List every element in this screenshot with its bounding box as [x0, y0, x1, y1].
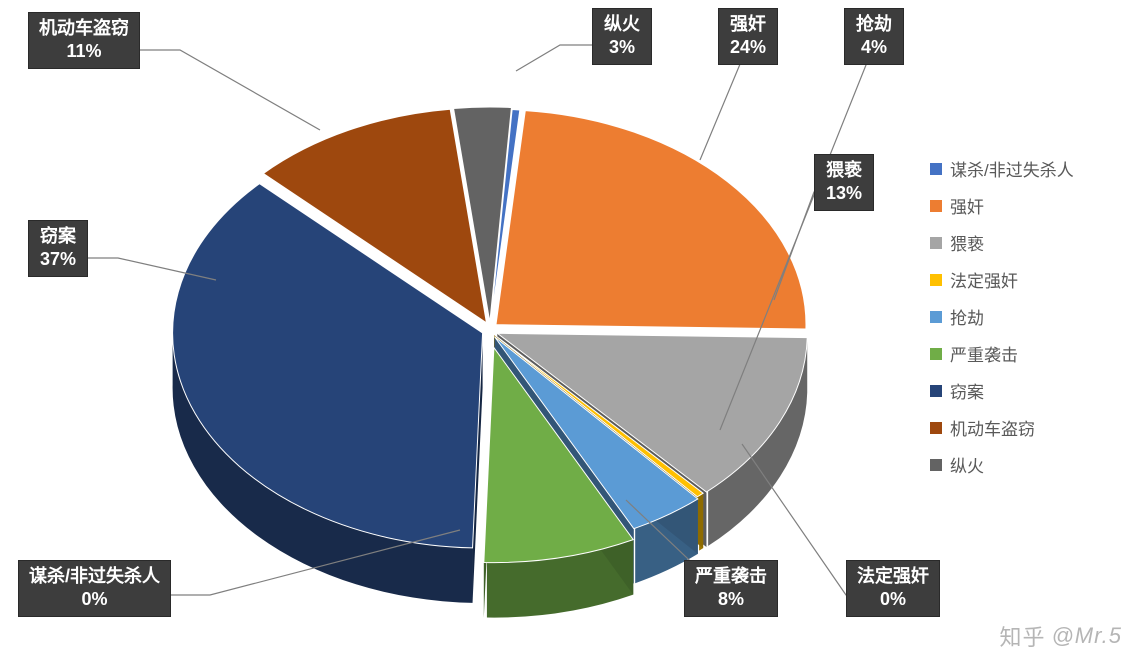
callout-vehicle: 机动车盗窃11% [28, 12, 140, 69]
legend-swatch [930, 237, 942, 249]
callout-rape: 强奸24% [718, 8, 778, 65]
legend-item: 严重袭击 [930, 341, 1074, 366]
callout-label: 猥亵 [825, 159, 863, 182]
legend-item: 纵火 [930, 452, 1074, 477]
legend-label: 法定强奸 [950, 267, 1018, 292]
legend-swatch [930, 311, 942, 323]
watermark: 知乎 @Mr.5 [999, 620, 1122, 652]
legend-item: 强奸 [930, 193, 1074, 218]
watermark-zh: 知乎 [999, 620, 1045, 652]
legend-item: 抢劫 [930, 304, 1074, 329]
legend-label: 谋杀/非过失杀人 [950, 156, 1074, 181]
callout-percent: 24% [729, 36, 767, 59]
callout-murder: 谋杀/非过失杀人0% [18, 560, 171, 617]
legend-label: 机动车盗窃 [950, 415, 1035, 440]
callout-assault: 严重袭击8% [684, 560, 778, 617]
legend-label: 猥亵 [950, 230, 984, 255]
callout-percent: 11% [39, 40, 129, 63]
chart-stage: 纵火3%强奸24%抢劫4%猥亵13%法定强奸0%严重袭击8%谋杀/非过失杀人0%… [0, 0, 1140, 666]
legend-item: 谋杀/非过失杀人 [930, 156, 1074, 181]
legend-item: 窃案 [930, 378, 1074, 403]
callout-percent: 8% [695, 588, 767, 611]
legend: 谋杀/非过失杀人强奸猥亵法定强奸抢劫严重袭击窃案机动车盗窃纵火 [930, 156, 1074, 489]
legend-item: 法定强奸 [930, 267, 1074, 292]
callout-label: 谋杀/非过失杀人 [29, 565, 160, 588]
legend-item: 猥亵 [930, 230, 1074, 255]
legend-item: 机动车盗窃 [930, 415, 1074, 440]
callout-percent: 0% [857, 588, 929, 611]
callout-arson: 纵火3% [592, 8, 652, 65]
legend-swatch [930, 200, 942, 212]
callout-label: 抢劫 [855, 13, 893, 36]
legend-swatch [930, 422, 942, 434]
callout-indecency: 猥亵13% [814, 154, 874, 211]
callout-label: 严重袭击 [695, 565, 767, 588]
callout-label: 强奸 [729, 13, 767, 36]
legend-label: 强奸 [950, 193, 984, 218]
legend-label: 窃案 [950, 378, 984, 403]
legend-swatch [930, 274, 942, 286]
callout-percent: 13% [825, 182, 863, 205]
callout-label: 法定强奸 [857, 565, 929, 588]
callout-percent: 3% [603, 36, 641, 59]
legend-label: 抢劫 [950, 304, 984, 329]
callout-label: 机动车盗窃 [39, 17, 129, 40]
legend-swatch [930, 348, 942, 360]
callout-percent: 4% [855, 36, 893, 59]
callout-label: 窃案 [39, 225, 77, 248]
callout-percent: 37% [39, 248, 77, 271]
callout-percent: 0% [29, 588, 160, 611]
legend-label: 严重袭击 [950, 341, 1018, 366]
watermark-en: @Mr.5 [1051, 623, 1122, 649]
legend-label: 纵火 [950, 452, 984, 477]
legend-swatch [930, 459, 942, 471]
pie-slice-rape [496, 111, 806, 329]
legend-swatch [930, 385, 942, 397]
callout-statutory: 法定强奸0% [846, 560, 940, 617]
callout-robbery: 抢劫4% [844, 8, 904, 65]
callout-burglary: 窃案37% [28, 220, 88, 277]
callout-label: 纵火 [603, 13, 641, 36]
legend-swatch [930, 163, 942, 175]
